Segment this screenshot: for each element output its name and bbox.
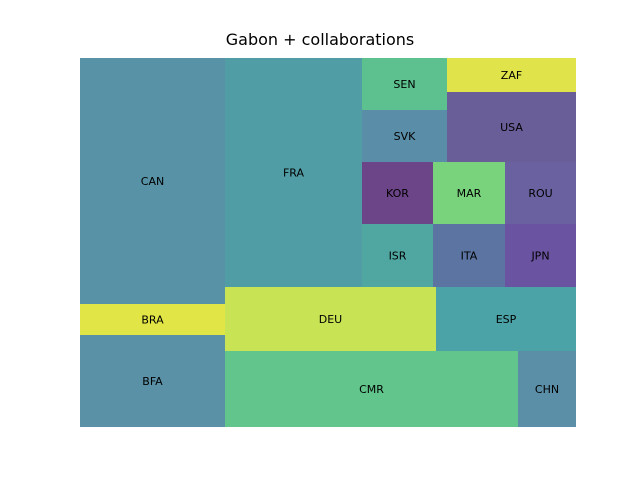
- treemap-label-cmr: CMR: [359, 383, 384, 396]
- treemap-tile-can: [80, 58, 225, 304]
- chart-title: Gabon + collaborations: [225, 30, 415, 49]
- treemap-label-sen: SEN: [393, 78, 415, 91]
- treemap-label-rou: ROU: [528, 187, 552, 200]
- treemap-tile-mar: [433, 162, 505, 224]
- treemap-tile-svk: [362, 110, 447, 162]
- treemap-tile-kor: [362, 162, 433, 224]
- treemap-tile-chn: [518, 351, 576, 427]
- treemap-label-usa: USA: [500, 121, 523, 134]
- treemap-tile-jpn: [505, 224, 576, 287]
- treemap-label-kor: KOR: [386, 187, 409, 200]
- treemap-label-mar: MAR: [457, 187, 482, 200]
- treemap-tile-cmr: [225, 351, 518, 427]
- treemap-label-bfa: BFA: [142, 375, 163, 388]
- treemap-label-svk: SVK: [394, 130, 417, 143]
- treemap-tile-ita: [433, 224, 505, 287]
- treemap-tile-rou: [505, 162, 576, 224]
- treemap-tile-esp: [436, 287, 576, 351]
- treemap-tile-zaf: [447, 58, 576, 92]
- treemap-label-can: CAN: [141, 175, 164, 188]
- treemap-label-isr: ISR: [389, 250, 407, 263]
- treemap-label-ita: ITA: [461, 250, 478, 263]
- treemap-label-zaf: ZAF: [501, 69, 522, 82]
- treemap-tile-bfa: [80, 335, 225, 427]
- treemap-tile-fra: [225, 58, 362, 287]
- treemap-label-chn: CHN: [535, 383, 559, 396]
- treemap-label-fra: FRA: [283, 167, 305, 180]
- treemap-tile-isr: [362, 224, 433, 287]
- treemap-label-bra: BRA: [141, 314, 164, 327]
- treemap-tile-usa: [447, 92, 576, 162]
- treemap-label-jpn: JPN: [530, 250, 549, 263]
- treemap-tile-deu: [225, 287, 436, 351]
- treemap-tile-bra: [80, 304, 225, 335]
- treemap-label-esp: ESP: [496, 313, 517, 326]
- treemap-tile-sen: [362, 58, 447, 110]
- treemap-label-deu: DEU: [319, 313, 342, 326]
